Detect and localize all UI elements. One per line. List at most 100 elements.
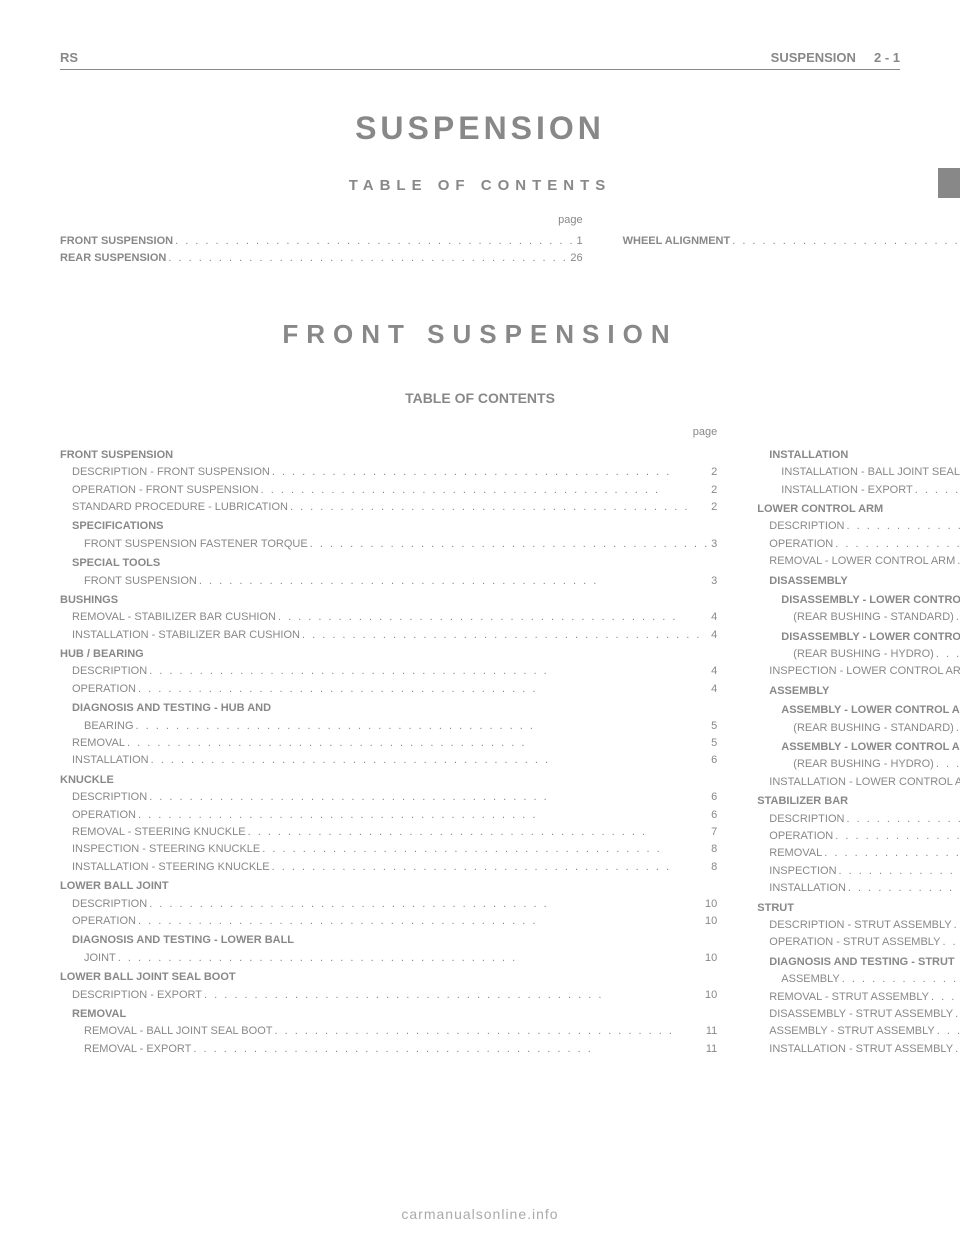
toc-dots: . . . . . . . . . . . . . . . . . . . . … bbox=[274, 1024, 703, 1039]
toc-dots: . . . . . . . . . . . . . . . . . . . . … bbox=[846, 519, 960, 534]
toc-text: INSTALLATION bbox=[757, 448, 848, 463]
toc-line: REMOVAL bbox=[60, 1005, 717, 1022]
page-label: page bbox=[623, 214, 960, 226]
toc-text: DESCRIPTION - STRUT ASSEMBLY bbox=[757, 918, 951, 933]
toc-line: ASSEMBLY - STRUT ASSEMBLY . . . . . . . … bbox=[757, 1024, 960, 1039]
toc-line: DESCRIPTION - EXPORT . . . . . . . . . .… bbox=[60, 988, 717, 1003]
toc-page-number: 3 bbox=[711, 574, 717, 589]
toc-dots: . . . . . . . . . . . . . . . . . . . . … bbox=[138, 914, 703, 929]
toc-dots: . . . . . . . . . . . . . . . . . . . . … bbox=[127, 736, 709, 751]
toc-dots: . . . . . . . . . . . . . . . . . . . . … bbox=[931, 990, 960, 1005]
toc-dots: . . . . . . . . . . . . . . . . . . . . … bbox=[936, 647, 960, 662]
toc-line: WHEEL ALIGNMENT . . . . . . . . . . . . … bbox=[623, 234, 960, 249]
toc-text: INSPECTION - LOWER CONTROL ARM bbox=[757, 664, 960, 679]
toc-dots: . . . . . . . . . . . . . . . . . . . . … bbox=[248, 825, 710, 840]
toc-text: REMOVAL bbox=[60, 1007, 126, 1022]
toc-line: ASSEMBLY . . . . . . . . . . . . . . . .… bbox=[757, 972, 960, 987]
toc-line: (REAR BUSHING - HYDRO) . . . . . . . . .… bbox=[757, 647, 960, 662]
toc-line: JOINT . . . . . . . . . . . . . . . . . … bbox=[60, 951, 717, 966]
toc-line: DESCRIPTION . . . . . . . . . . . . . . … bbox=[60, 664, 717, 679]
toc-page-number: 4 bbox=[711, 682, 717, 697]
toc-page-number: 8 bbox=[711, 860, 717, 875]
toc-text: INSTALLATION - LOWER CONTROL ARM bbox=[757, 775, 960, 790]
header-left: RS bbox=[60, 50, 78, 65]
toc-line: DIAGNOSIS AND TESTING - HUB AND bbox=[60, 699, 717, 716]
toc-line: REAR SUSPENSION . . . . . . . . . . . . … bbox=[60, 251, 583, 266]
toc-line: INSTALLATION . . . . . . . . . . . . . .… bbox=[757, 881, 960, 896]
toc-dots: . . . . . . . . . . . . . . . . . . . . … bbox=[942, 935, 960, 950]
toc-line: FRONT SUSPENSION . . . . . . . . . . . .… bbox=[60, 574, 717, 589]
toc-line: DESCRIPTION . . . . . . . . . . . . . . … bbox=[757, 812, 960, 827]
toc-dots: . . . . . . . . . . . . . . . . . . . . … bbox=[290, 500, 709, 515]
toc-line: OPERATION . . . . . . . . . . . . . . . … bbox=[60, 808, 717, 823]
toc-page-number: 1 bbox=[577, 234, 583, 249]
toc-text: REAR SUSPENSION bbox=[60, 251, 166, 266]
page-label: page bbox=[60, 426, 717, 438]
toc-dots: . . . . . . . . . . . . . . . . . . . . … bbox=[168, 251, 568, 266]
toc-dots: . . . . . . . . . . . . . . . . . . . . … bbox=[272, 465, 709, 480]
toc-line: REMOVAL - STABILIZER BAR CUSHION . . . .… bbox=[60, 610, 717, 625]
toc-text: WHEEL ALIGNMENT bbox=[623, 234, 731, 249]
toc-page-number: 6 bbox=[711, 808, 717, 823]
toc-page-number: 2 bbox=[711, 483, 717, 498]
toc-dots: . . . . . . . . . . . . . . . . . . . . … bbox=[261, 483, 710, 498]
toc-text: REMOVAL - STABILIZER BAR CUSHION bbox=[60, 610, 276, 625]
toc-dots: . . . . . . . . . . . . . . . . . . . . … bbox=[310, 537, 709, 552]
toc-line: DESCRIPTION - FRONT SUSPENSION . . . . .… bbox=[60, 465, 717, 480]
toc-dots: . . . . . . . . . . . . . . . . . . . . … bbox=[824, 846, 960, 861]
toc-dots: . . . . . . . . . . . . . . . . . . . . … bbox=[118, 951, 703, 966]
toc-text: (REAR BUSHING - HYDRO) bbox=[757, 757, 934, 772]
toc-dots: . . . . . . . . . . . . . . . . . . . . … bbox=[839, 864, 960, 879]
toc-line: KNUCKLE bbox=[60, 771, 717, 788]
toc-line: STABILIZER BAR bbox=[757, 792, 960, 809]
toc-text: INSTALLATION - EXPORT bbox=[757, 483, 912, 498]
toc-dots: . . . . . . . . . . . . . . . . . . . . … bbox=[846, 812, 960, 827]
toc-text: BUSHINGS bbox=[60, 593, 118, 608]
main-title: SUSPENSION bbox=[60, 110, 900, 147]
toc-text: INSTALLATION bbox=[757, 881, 846, 896]
toc-text: REMOVAL bbox=[757, 846, 822, 861]
toc-line: REMOVAL - BALL JOINT SEAL BOOT . . . . .… bbox=[60, 1024, 717, 1039]
toc-line: FRONT SUSPENSION FASTENER TORQUE . . . .… bbox=[60, 537, 717, 552]
toc-line: DISASSEMBLY - LOWER CONTROL ARM bbox=[757, 628, 960, 645]
toc-line: FRONT SUSPENSION bbox=[60, 446, 717, 463]
toc-text: DESCRIPTION - EXPORT bbox=[60, 988, 202, 1003]
toc-page-number: 8 bbox=[711, 842, 717, 857]
toc-line: SPECIAL TOOLS bbox=[60, 554, 717, 571]
toc-text: ASSEMBLY - LOWER CONTROL ARM bbox=[757, 740, 960, 755]
toc-page-number: 2 bbox=[711, 465, 717, 480]
toc-line: INSTALLATION - STABILIZER BAR CUSHION . … bbox=[60, 628, 717, 643]
toc-text: REMOVAL - LOWER CONTROL ARM bbox=[757, 554, 955, 569]
toc-dots: . . . . . . . . . . . . . . . . . . . . … bbox=[835, 829, 960, 844]
toc-line: REMOVAL - LOWER CONTROL ARM . . . . . . … bbox=[757, 554, 960, 569]
toc-dots: . . . . . . . . . . . . . . . . . . . . … bbox=[149, 664, 709, 679]
toc-text: SPECIAL TOOLS bbox=[60, 556, 160, 571]
toc-text: FRONT SUSPENSION FASTENER TORQUE bbox=[60, 537, 308, 552]
toc-page-number: 3 bbox=[711, 537, 717, 552]
toc-text: REMOVAL bbox=[60, 736, 125, 751]
toc-line: SPECIFICATIONS bbox=[60, 517, 717, 534]
toc-text: SPECIFICATIONS bbox=[60, 519, 163, 534]
toc-line: REMOVAL . . . . . . . . . . . . . . . . … bbox=[757, 846, 960, 861]
toc-page-number: 4 bbox=[711, 610, 717, 625]
toc-line: OPERATION . . . . . . . . . . . . . . . … bbox=[757, 829, 960, 844]
toc-line: (REAR BUSHING - STANDARD) . . . . . . . … bbox=[757, 610, 960, 625]
toc-text: DIAGNOSIS AND TESTING - STRUT bbox=[757, 955, 954, 970]
toc-text: INSPECTION bbox=[757, 864, 836, 879]
toc-dots: . . . . . . . . . . . . . . . . . . . . … bbox=[278, 610, 709, 625]
toc-text: DESCRIPTION bbox=[60, 664, 147, 679]
toc-text: ASSEMBLY bbox=[757, 684, 829, 699]
toc-line: INSTALLATION - BALL JOINT SEAL BOOT . . … bbox=[757, 465, 960, 480]
toc-line: LOWER BALL JOINT SEAL BOOT bbox=[60, 968, 717, 985]
toc-page-number: 2 bbox=[711, 500, 717, 515]
toc-page-number: 5 bbox=[711, 736, 717, 751]
toc-text: JOINT bbox=[60, 951, 116, 966]
toc-dots: . . . . . . . . . . . . . . . . . . . . … bbox=[955, 1007, 960, 1022]
toc-text: DISASSEMBLY - LOWER CONTROL ARM bbox=[757, 593, 960, 608]
toc-dots: . . . . . . . . . . . . . . . . . . . . … bbox=[842, 972, 960, 987]
toc-text: OPERATION bbox=[60, 682, 136, 697]
main-toc-right-col: page WHEEL ALIGNMENT . . . . . . . . . .… bbox=[623, 214, 960, 269]
toc-line: INSTALLATION bbox=[757, 446, 960, 463]
toc-dots: . . . . . . . . . . . . . . . . . . . . … bbox=[204, 988, 703, 1003]
toc-line: (REAR BUSHING - STANDARD) . . . . . . . … bbox=[757, 721, 960, 736]
